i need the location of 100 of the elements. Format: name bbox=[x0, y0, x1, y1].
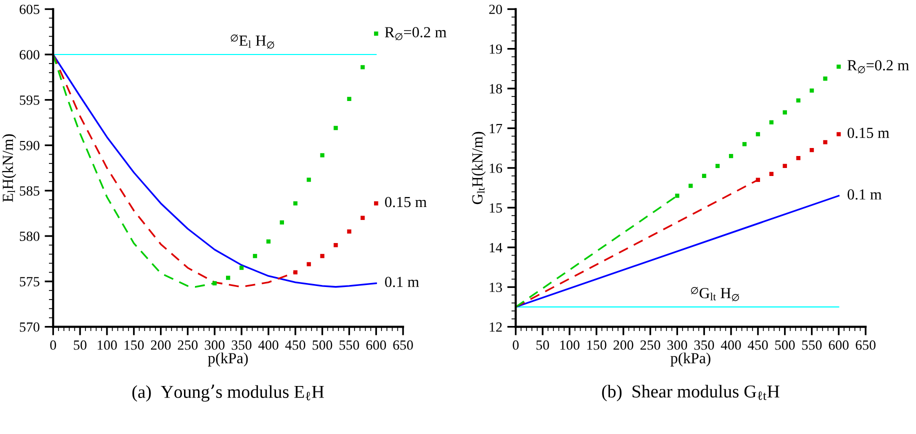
point bbox=[374, 32, 378, 36]
y-tick-label: 12 bbox=[490, 322, 502, 332]
y-tick-label: 580 bbox=[20, 232, 40, 241]
x-tick-label: 0 bbox=[512, 340, 519, 350]
x-tick-label: 450 bbox=[748, 340, 768, 350]
x-tick-label: 550 bbox=[340, 340, 360, 350]
series-label: 0.1 m bbox=[848, 189, 882, 200]
series-label: 0.15 m bbox=[848, 128, 890, 138]
x-tick-label: 50 bbox=[74, 340, 86, 350]
x-tick-label: 650 bbox=[393, 340, 413, 350]
point bbox=[334, 243, 338, 248]
point bbox=[252, 254, 258, 258]
x-tick-label: 600 bbox=[828, 340, 849, 350]
x-tick-label: 300 bbox=[667, 340, 688, 350]
point bbox=[293, 201, 298, 206]
series-label: 0.1 m bbox=[385, 276, 420, 288]
y-tick-label: 18 bbox=[490, 84, 502, 94]
y-axis-title: G$_{lt}$H(kN/m) bbox=[472, 132, 486, 204]
x-tick-label: 150 bbox=[587, 340, 606, 350]
point bbox=[796, 156, 800, 160]
point bbox=[212, 281, 217, 286]
y-tick-label: 16 bbox=[490, 164, 502, 173]
x-tick-label: 500 bbox=[312, 340, 332, 350]
point bbox=[280, 220, 284, 225]
point bbox=[836, 64, 841, 69]
line-series bbox=[53, 54, 296, 288]
x-tick-label: 350 bbox=[694, 340, 714, 350]
point bbox=[769, 172, 774, 176]
y-tick-label: 13 bbox=[490, 282, 502, 292]
point bbox=[239, 266, 244, 270]
y-tick-label: 20 bbox=[489, 4, 502, 14]
point bbox=[360, 65, 365, 70]
ref-line-label: $^{∅}$E$_{l}$ H$_{∅}$ bbox=[230, 34, 274, 49]
y-axis-title: E$_{l}$H(kN/m) bbox=[2, 134, 16, 202]
point bbox=[360, 216, 365, 220]
x-tick-label: 500 bbox=[775, 340, 795, 350]
point bbox=[374, 201, 378, 206]
x-tick-label: 0 bbox=[50, 340, 56, 350]
point bbox=[796, 98, 800, 103]
point bbox=[293, 270, 298, 274]
x-tick-label: 400 bbox=[720, 340, 741, 350]
series-label: R$_{∅}$=0.2 m bbox=[847, 60, 910, 74]
y-tick-label: 590 bbox=[20, 140, 40, 150]
x-tick-label: 300 bbox=[204, 340, 225, 350]
point bbox=[675, 194, 680, 198]
x-tick-label: 50 bbox=[536, 340, 550, 350]
point bbox=[742, 142, 747, 146]
x-tick-label: 600 bbox=[366, 340, 386, 350]
y-tick-label: 585 bbox=[20, 186, 40, 196]
x-tick-label: 550 bbox=[802, 340, 822, 350]
x-tick-label: 350 bbox=[232, 340, 252, 350]
point bbox=[769, 120, 774, 124]
series-label: 0.15 m bbox=[385, 196, 427, 208]
point bbox=[266, 239, 271, 244]
point bbox=[810, 148, 814, 152]
point bbox=[756, 178, 760, 182]
point bbox=[823, 140, 828, 144]
y-tick-label: 19 bbox=[490, 44, 502, 54]
point bbox=[782, 110, 787, 114]
x-tick-label: 100 bbox=[560, 340, 580, 350]
point bbox=[782, 164, 787, 168]
point bbox=[702, 174, 706, 178]
x-tick-label: 150 bbox=[124, 340, 144, 350]
text: (a) Young’s modulus E$_{ℓ}$H bbox=[132, 384, 324, 402]
x-tick-label: 250 bbox=[640, 340, 660, 350]
y-tick-label: 15 bbox=[490, 203, 502, 213]
y-tick-label: 17 bbox=[490, 124, 502, 134]
ref-line-label: $^{∅}$G$_{lt}$ H$_{∅}$ bbox=[690, 286, 739, 302]
point bbox=[728, 154, 734, 158]
y-tick-label: 570 bbox=[20, 322, 40, 332]
text: (b) Shear modulus G$_{ℓt}$H bbox=[602, 384, 780, 402]
y-tick-label: 605 bbox=[20, 4, 40, 14]
point bbox=[688, 184, 693, 188]
x-tick-label: 100 bbox=[98, 340, 117, 350]
point bbox=[823, 76, 828, 81]
point bbox=[226, 276, 230, 280]
x-axis-title: p(kPa) bbox=[208, 352, 248, 366]
point bbox=[836, 132, 841, 136]
point bbox=[715, 164, 720, 168]
x-tick-label: 450 bbox=[285, 340, 306, 350]
point bbox=[810, 88, 814, 93]
x-axis-title: p(kPa) bbox=[670, 352, 710, 366]
line-series bbox=[53, 54, 216, 288]
point bbox=[306, 178, 311, 182]
x-tick-label: 400 bbox=[258, 340, 278, 350]
point bbox=[306, 262, 311, 266]
y-tick-label: 595 bbox=[20, 96, 40, 105]
x-tick-label: 650 bbox=[856, 340, 876, 350]
point bbox=[334, 126, 338, 130]
x-tick-label: 200 bbox=[614, 340, 634, 350]
point bbox=[320, 254, 324, 258]
y-tick-label: 575 bbox=[20, 277, 40, 286]
point bbox=[756, 132, 760, 136]
x-tick-label: 250 bbox=[178, 340, 198, 350]
y-tick-label: 600 bbox=[20, 50, 40, 60]
point bbox=[347, 229, 352, 234]
point bbox=[320, 153, 324, 158]
x-tick-label: 200 bbox=[150, 340, 171, 350]
point bbox=[347, 96, 352, 102]
series-label: R$_{∅}$=0.2 m bbox=[384, 27, 446, 40]
